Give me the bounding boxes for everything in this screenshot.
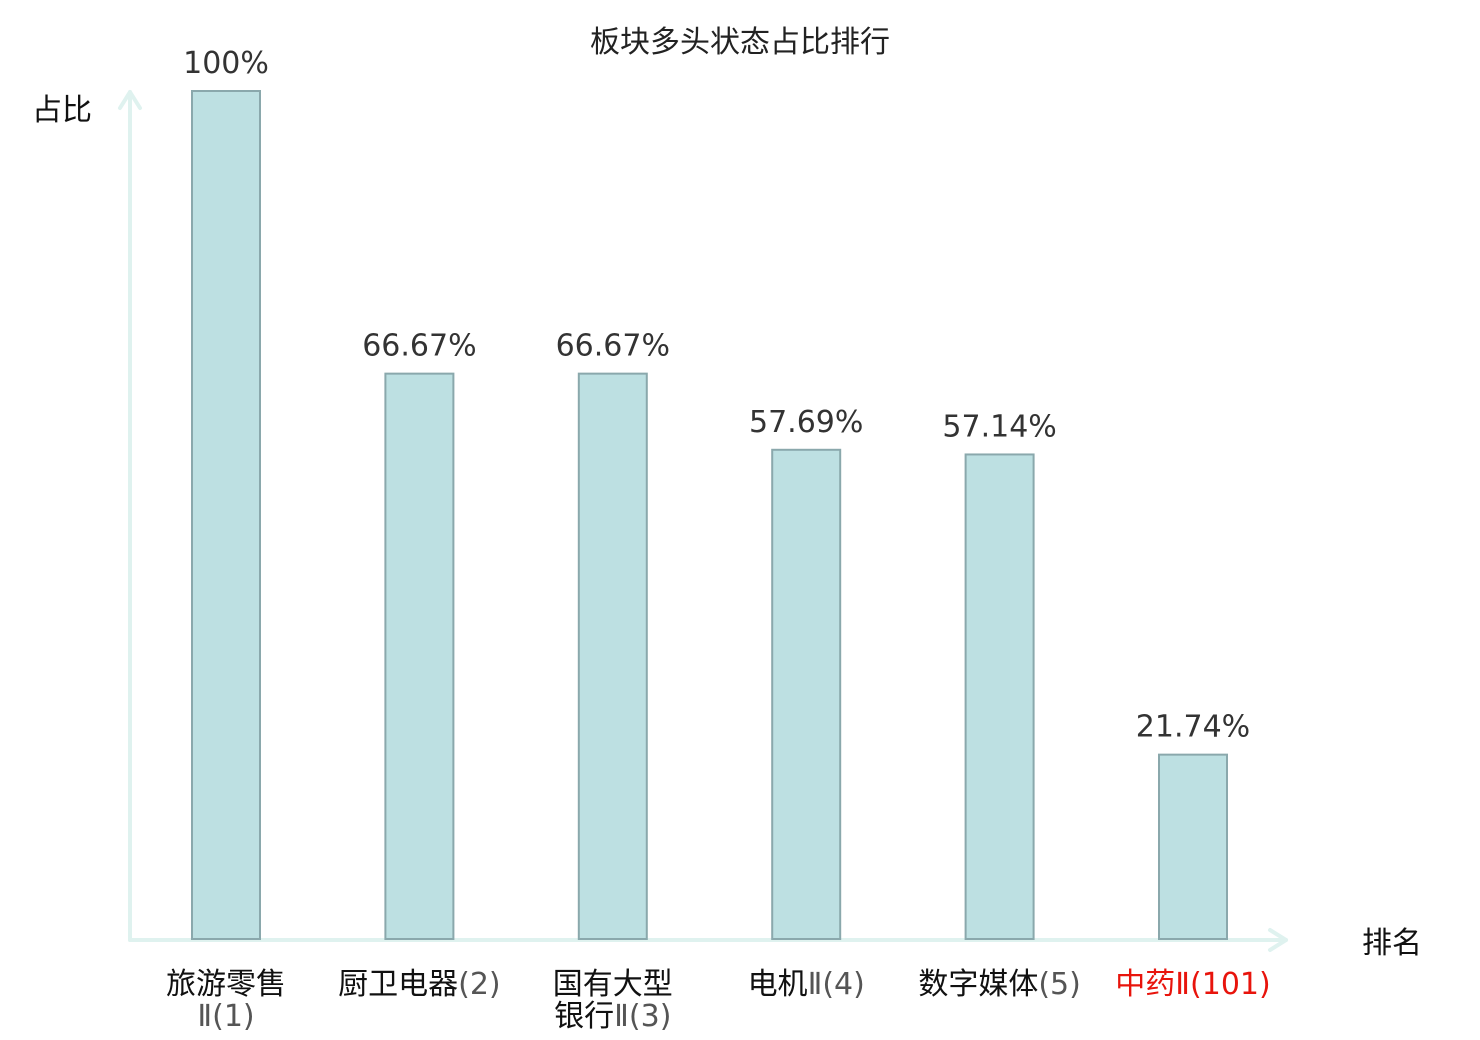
y-axis <box>118 90 142 942</box>
value-labels: 100% 66.67% 66.67% 57.69% 57.14% 21.74% <box>183 46 1250 745</box>
bar-1 <box>191 90 261 940</box>
value-label-6: 21.74% <box>1136 710 1250 745</box>
y-axis-label: 占比 <box>32 93 92 128</box>
x-axis <box>128 928 1288 952</box>
bar-2 <box>384 372 455 940</box>
bars <box>191 90 1228 940</box>
category-label-3-line-2: 银行Ⅱ(3) <box>554 999 671 1034</box>
category-label-1-line-1: 旅游零售 <box>166 967 286 1002</box>
category-label-2-line-1: 厨卫电器(2) <box>338 967 501 1002</box>
bar-5 <box>964 453 1035 940</box>
category-label-5-line-1: 数字媒体(5) <box>918 967 1081 1002</box>
value-label-3: 66.67% <box>556 329 670 364</box>
category-label-6-line-1: 中药Ⅱ(101) <box>1115 967 1270 1002</box>
value-label-1: 100% <box>183 46 269 81</box>
category-label-3-line-1: 国有大型 <box>553 967 673 1002</box>
value-label-5: 57.14% <box>942 409 1056 444</box>
value-label-2: 66.67% <box>362 329 476 364</box>
category-label-4-line-1: 电机Ⅱ(4) <box>748 967 865 1002</box>
bar-4 <box>771 448 842 940</box>
value-label-4: 57.69% <box>749 405 863 440</box>
category-label-1-line-2: Ⅱ(1) <box>197 999 254 1034</box>
chart-title: 板块多头状态占比排行 <box>590 25 890 60</box>
x-axis-label: 排名 <box>1362 926 1422 961</box>
bar-6 <box>1158 753 1228 940</box>
bar-3 <box>577 372 648 940</box>
